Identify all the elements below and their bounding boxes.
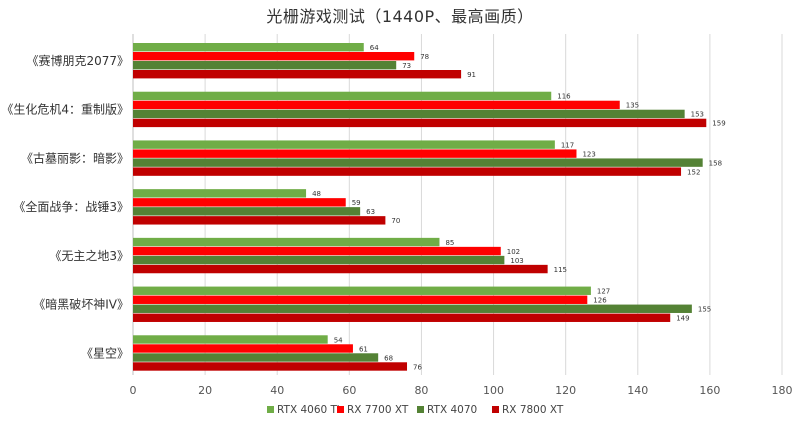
bar xyxy=(133,61,397,70)
data-label: 115 xyxy=(554,266,567,274)
bar xyxy=(133,149,577,158)
bar xyxy=(133,335,328,344)
bar xyxy=(133,52,415,61)
data-label: 70 xyxy=(391,217,400,225)
bar xyxy=(133,207,361,216)
legend-label: RX 7800 XT xyxy=(502,404,564,416)
legend-label: RTX 4060 Ti xyxy=(277,404,340,416)
data-label: 63 xyxy=(366,208,375,216)
x-tick-label: 180 xyxy=(772,384,793,397)
data-label: 76 xyxy=(413,363,422,371)
legend-swatch xyxy=(267,406,274,413)
x-tick-label: 100 xyxy=(483,384,504,397)
category-label: 《赛博朋克2077》 xyxy=(26,53,129,68)
bar xyxy=(133,216,386,225)
bar xyxy=(133,118,707,128)
category-label: 《全面战争：战锤3》 xyxy=(13,199,129,214)
data-label: 117 xyxy=(561,141,574,149)
data-label: 102 xyxy=(507,248,520,256)
data-label: 152 xyxy=(687,168,700,176)
data-label: 153 xyxy=(691,111,704,119)
x-tick-label: 60 xyxy=(342,384,356,397)
bar xyxy=(133,167,682,176)
data-label: 59 xyxy=(352,199,361,207)
data-label: 61 xyxy=(359,345,368,353)
bar xyxy=(133,198,346,207)
bar xyxy=(133,237,440,247)
category-label: 《生化危机4：重制版》 xyxy=(1,103,129,117)
x-tick-label: 20 xyxy=(198,384,212,397)
bar xyxy=(133,344,353,353)
category-label: 《暗黑破坏神IV》 xyxy=(33,297,129,312)
category-label: 《无主之地3》 xyxy=(49,249,129,263)
data-label: 73 xyxy=(402,62,411,70)
legend-label: RTX 4070 xyxy=(427,404,477,416)
data-label: 149 xyxy=(676,315,689,323)
data-label: 48 xyxy=(312,190,321,198)
data-label: 85 xyxy=(445,239,454,247)
bar xyxy=(133,43,364,52)
x-tick-label: 80 xyxy=(414,384,428,397)
bar xyxy=(133,109,685,119)
data-label: 54 xyxy=(334,336,343,344)
x-tick-label: 40 xyxy=(270,384,284,397)
category-label: 《星空》 xyxy=(81,346,129,360)
data-label: 158 xyxy=(709,159,722,167)
data-label: 68 xyxy=(384,354,393,362)
data-label: 135 xyxy=(626,102,639,110)
bar xyxy=(133,255,505,265)
data-label: 159 xyxy=(712,120,725,128)
x-tick-label: 0 xyxy=(130,384,137,397)
data-label: 155 xyxy=(698,306,711,314)
bar xyxy=(133,264,548,274)
x-tick-label: 140 xyxy=(627,384,648,397)
bar xyxy=(133,140,555,149)
bar xyxy=(133,362,408,371)
bar xyxy=(133,295,588,304)
x-tick-label: 160 xyxy=(699,384,720,397)
data-label: 78 xyxy=(420,53,429,61)
bar xyxy=(133,189,307,198)
data-label: 103 xyxy=(510,257,523,265)
data-label: 64 xyxy=(370,44,379,52)
chart-title: 光栅游戏测试（1440P、最高画质） xyxy=(266,7,534,26)
bar xyxy=(133,286,591,295)
bar xyxy=(133,246,501,256)
bar xyxy=(133,91,552,101)
category-label: 《古墓丽影：暗影》 xyxy=(21,150,129,165)
bar xyxy=(133,158,703,167)
bar xyxy=(133,70,462,79)
legend-label: RX 7700 XT xyxy=(347,404,409,416)
legend-swatch xyxy=(492,406,499,413)
legend-swatch xyxy=(337,406,344,413)
bar xyxy=(133,313,671,322)
data-label: 116 xyxy=(557,93,571,101)
data-label: 91 xyxy=(467,71,476,79)
bar xyxy=(133,353,379,362)
data-label: 123 xyxy=(582,150,595,158)
legend-swatch xyxy=(417,406,424,413)
data-label: 127 xyxy=(597,288,610,296)
bar xyxy=(133,304,692,313)
x-tick-label: 120 xyxy=(555,384,576,397)
bar xyxy=(133,100,620,110)
data-label: 126 xyxy=(593,297,607,305)
